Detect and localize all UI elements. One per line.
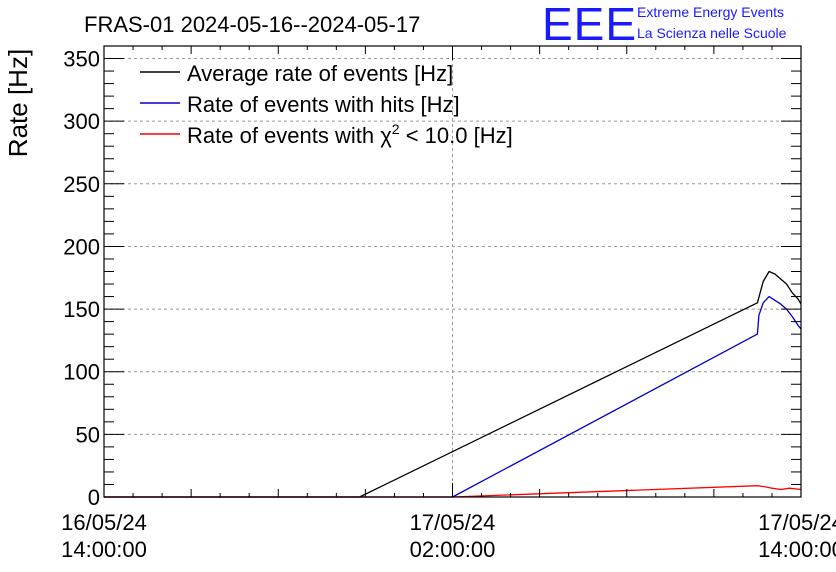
legend: Average rate of events [Hz] Rate of event… bbox=[140, 61, 513, 148]
legend-label-2: Rate of events with hits [Hz] bbox=[187, 92, 460, 117]
chart-title: FRAS-01 2024-05-16--2024-05-17 bbox=[84, 12, 420, 37]
x-tick-label-time: 02:00:00 bbox=[410, 537, 496, 562]
legend-label-1: Average rate of events [Hz] bbox=[187, 61, 453, 86]
axis-ticks bbox=[103, 45, 802, 498]
logo-line-1: Extreme Energy Events bbox=[637, 4, 784, 20]
y-tick-label: 250 bbox=[63, 172, 100, 197]
x-tick-label-date: 17/05/24 bbox=[758, 510, 836, 535]
y-tick-label: 0 bbox=[88, 485, 100, 510]
y-tick-label: 150 bbox=[63, 297, 100, 322]
logo-line-2: La Scienza nelle Scuole bbox=[637, 25, 787, 41]
series-line-3 bbox=[104, 485, 802, 498]
eee-logo: EEE Extreme Energy Events La Scienza nel… bbox=[542, 0, 787, 50]
x-tick-label-time: 14:00:00 bbox=[61, 537, 147, 562]
y-axis-title: Rate [Hz] bbox=[3, 49, 33, 157]
y-tick-label: 300 bbox=[63, 109, 100, 134]
x-tick-label-date: 16/05/24 bbox=[61, 510, 147, 535]
legend-label-3: Rate of events with χ2 < 10.0 [Hz] bbox=[187, 121, 513, 148]
y-tick-label: 50 bbox=[76, 422, 100, 447]
y-tick-labels: 0 50 100 150 200 250 300 350 bbox=[63, 47, 100, 510]
x-tick-label-date: 17/05/24 bbox=[410, 510, 496, 535]
y-tick-label: 100 bbox=[63, 360, 100, 385]
series-group bbox=[104, 270, 802, 498]
x-tick-labels: 16/05/2414:00:0017/05/2402:00:0017/05/24… bbox=[61, 510, 836, 562]
series-line-1 bbox=[104, 270, 802, 498]
logo-text: EEE bbox=[542, 0, 637, 50]
series-line-2 bbox=[104, 295, 802, 498]
y-tick-label: 200 bbox=[63, 234, 100, 259]
y-tick-label: 350 bbox=[63, 47, 100, 72]
x-tick-label-time: 14:00:00 bbox=[758, 537, 836, 562]
